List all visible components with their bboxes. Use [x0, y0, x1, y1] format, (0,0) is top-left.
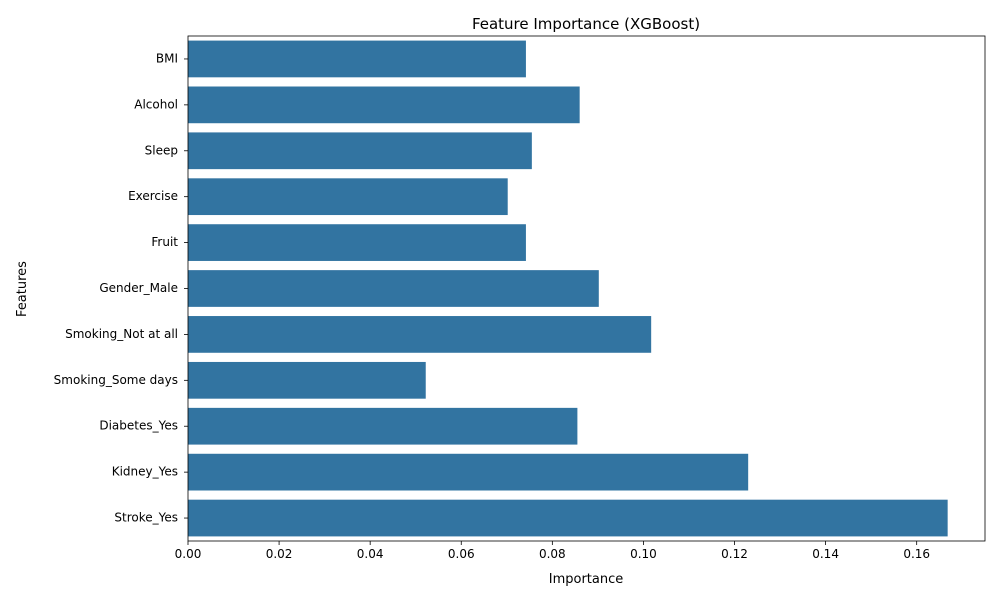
x-tick-label: 0.16 — [903, 547, 930, 561]
chart-title: Feature Importance (XGBoost) — [472, 15, 700, 33]
x-axis-ticks: 0.00 0.02 0.04 0.06 0.08 0.10 0.12 0.14 0.16 — [175, 541, 930, 561]
bar — [188, 499, 948, 537]
y-tick-label: Alcohol — [134, 97, 178, 111]
y-tick-label: Diabetes_Yes — [99, 419, 178, 433]
bar — [188, 453, 749, 491]
bar — [188, 270, 599, 307]
y-tick-label: Smoking_Not at all — [65, 327, 178, 341]
y-axis-label: Features — [15, 261, 30, 317]
x-tick-label: 0.14 — [812, 547, 839, 561]
x-tick-label: 0.12 — [721, 547, 748, 561]
x-tick-label: 0.02 — [266, 547, 293, 561]
x-axis-label: Importance — [549, 572, 624, 587]
bar — [188, 40, 526, 78]
x-tick-label: 0.08 — [539, 547, 566, 561]
y-tick-label: Stroke_Yes — [114, 511, 178, 525]
bar — [188, 132, 532, 170]
y-tick-label: BMI — [156, 51, 178, 65]
x-tick-label: 0.04 — [357, 547, 384, 561]
bar — [188, 86, 580, 124]
bar — [188, 316, 652, 353]
bar — [188, 178, 508, 216]
y-tick-label: Gender_Male — [99, 281, 178, 295]
y-tick-label: Smoking_Some days — [54, 373, 178, 387]
bars-layer — [188, 40, 948, 537]
x-tick-label: 0.10 — [630, 547, 657, 561]
bar — [188, 361, 426, 399]
y-tick-label: Exercise — [128, 189, 178, 203]
y-tick-label: Kidney_Yes — [112, 465, 178, 479]
x-tick-label: 0.00 — [175, 547, 202, 561]
x-tick-label: 0.06 — [448, 547, 475, 561]
y-tick-label: Fruit — [151, 235, 178, 249]
y-tick-label: Sleep — [145, 143, 178, 157]
plot-frame — [187, 35, 986, 542]
y-axis-ticks: BMI Alcohol Sleep Exercise Fruit Gender_Male S… — [54, 51, 188, 525]
bar — [188, 407, 578, 445]
bar — [188, 224, 526, 261]
